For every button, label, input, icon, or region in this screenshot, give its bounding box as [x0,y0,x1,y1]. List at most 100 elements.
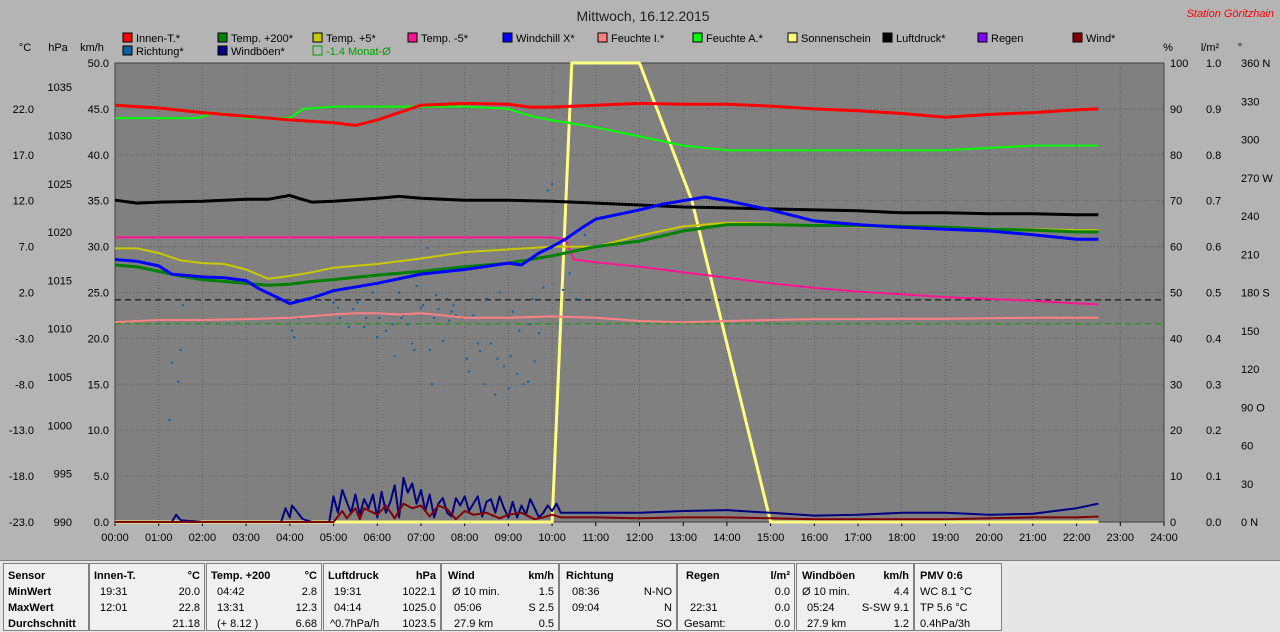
press-tick-label: 1000 [48,420,72,432]
press-tick-label: 1035 [48,82,72,94]
x-tick-label: 08:00 [451,532,479,544]
x-tick-label: 23:00 [1107,532,1135,544]
legend-swatch [122,32,133,43]
station-label: Station Göritzhain [1187,8,1274,20]
direction-point [476,342,479,345]
legend-label: Temp. +200* [231,33,294,45]
hum-tick-label: 50 [1170,288,1182,300]
wind-unit: km/h [528,570,554,582]
innen-max-val: 22.8 [178,602,200,614]
direction-point [426,246,429,249]
regen-head: Regen [686,570,720,582]
direction-point [441,339,444,342]
luftdruck-unit: hPa [415,570,436,582]
direction-point [384,329,387,332]
hum-tick-label: 10 [1170,471,1182,483]
x-tick-label: 13:00 [669,532,697,544]
direction-point [472,314,475,317]
stats-innen: Innen-T. °C 19:31 20.0 12:01 22.8 21.18 [89,563,205,631]
direction-point [339,317,342,319]
dir-tick-label: 60 [1241,441,1253,453]
wind-distance: 27.9 km [454,618,494,630]
hum-tick-label: 80 [1170,150,1182,162]
legend-swatch [882,32,893,43]
direction-point [391,323,394,326]
direction-point [291,329,294,332]
hum-tick-label: 100 [1170,58,1188,70]
wind-tick-label: 20.0 [88,333,109,345]
dir-tick-label: 150 [1241,326,1259,338]
hum-tick-label: 20 [1170,425,1182,437]
unit-rain: l/m² [1201,42,1220,54]
legend-swatch [312,32,323,43]
direction-point [503,365,506,368]
direction-point [363,325,366,328]
direction-point [507,387,510,390]
x-tick-label: 04:00 [276,532,304,544]
direction-point [531,297,534,300]
direction-point [496,357,499,360]
richtung-max-val: N [664,602,672,614]
dir-tick-label: 180 S [1241,288,1270,300]
wind-tick-label: 50.0 [88,58,109,70]
series-line [115,476,1099,523]
x-tick-label: 01:00 [145,532,173,544]
rain-tick-label: 0.2 [1206,425,1221,437]
luftdruck-min-time: 19:31 [334,586,362,598]
rain-tick-label: 1.0 [1206,58,1221,70]
regen-total-val: 0.0 [774,618,790,630]
press-tick-label: 995 [54,469,72,481]
x-tick-label: 02:00 [189,532,217,544]
wind-avg10: Ø 10 min. [452,586,500,598]
direction-point [347,325,350,328]
x-tick-label: 19:00 [932,532,960,544]
direction-point [518,329,521,332]
stats-wind: Wind km/h Ø 10 min. 1.5 05:06 S 2.5 27.9… [441,563,559,631]
direction-point [533,360,536,363]
series-line [114,193,1099,217]
direction-point [437,308,440,311]
direction-point [376,336,379,339]
direction-point [177,380,180,383]
innen-max-time: 12:01 [100,602,128,614]
legend-label: Windchill X* [516,33,575,45]
temp200-max-time: 13:31 [217,602,245,614]
rain-tick-label: 0.8 [1206,150,1221,162]
wind-head: Wind [448,570,475,582]
direction-point [551,183,554,186]
direction-point [402,314,405,317]
legend-swatch [1072,32,1083,43]
direction-point [378,317,381,319]
direction-point [516,373,519,376]
hum-tick-label: 30 [1170,379,1182,391]
temp200-min-val: 2.8 [301,586,317,598]
x-tick-label: 07:00 [407,532,435,544]
temp-tick-label: -8.0 [15,379,34,391]
wind-tick-label: 25.0 [88,288,109,300]
luftdruck-avg-val: 1023.5 [402,618,436,630]
direction-point [509,355,512,358]
legend-swatch [977,32,988,43]
hum-tick-label: 70 [1170,196,1182,208]
wind-avg10-val: 1.5 [538,586,554,598]
stats-temp200: Temp. +200 °C 04:42 2.8 13:31 12.3 (+ 8.… [206,563,322,631]
legend-label: Wind* [1086,33,1116,45]
wind-tick-label: 15.0 [88,379,109,391]
direction-point [450,310,453,313]
dir-tick-label: 90 O [1241,402,1265,414]
direction-point [179,348,182,351]
direction-point [332,301,335,304]
x-tick-label: 17:00 [844,532,872,544]
regen-total-label: Gesamt: [684,618,726,630]
temp200-unit: °C [304,570,317,582]
x-tick-label: 05:00 [320,532,348,544]
legend-swatch [692,32,703,43]
chart-title: Mittwoch, 16.12.2015 [576,8,709,24]
direction-point [422,304,425,307]
dir-tick-label: 0 N [1241,517,1258,529]
innen-min-val: 20.0 [178,586,200,598]
legend-label: Luftdruck* [896,33,946,45]
rain-tick-label: 0.9 [1206,104,1221,116]
direction-point [181,304,184,307]
legend-swatch [502,32,513,43]
